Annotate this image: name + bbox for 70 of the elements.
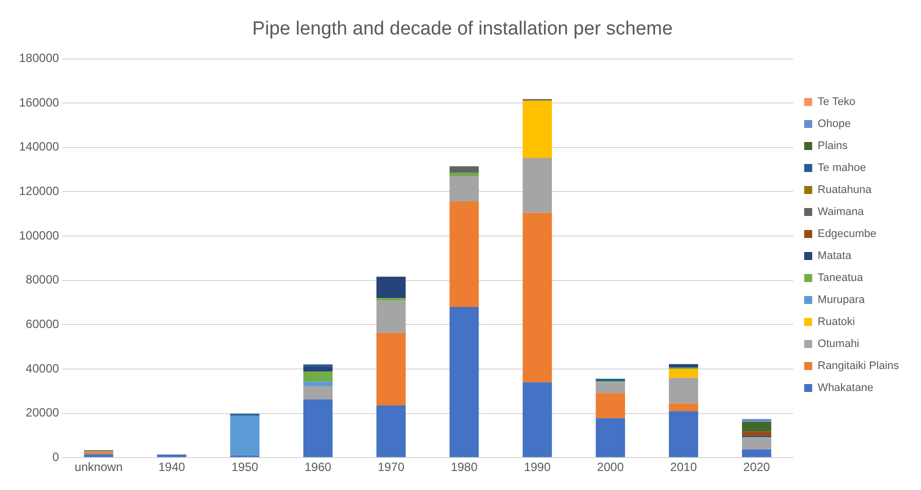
bar	[303, 386, 333, 400]
legend-label: Waimana	[818, 206, 865, 218]
bar	[522, 212, 552, 382]
legend-label: Murupara	[818, 294, 866, 306]
legend-label: Te mahoe	[818, 162, 866, 174]
chart-title: Pipe length and decade of installation per scheme	[252, 18, 673, 40]
bar	[376, 300, 406, 333]
x-tick-label: 1960	[304, 460, 332, 474]
y-tick-label: 180000	[18, 51, 60, 66]
bar	[522, 100, 552, 158]
bar	[450, 201, 479, 307]
bar	[522, 158, 552, 213]
x-tick-label: 1980	[450, 460, 478, 474]
bar	[596, 393, 626, 418]
bar	[596, 382, 626, 394]
x-tick-label: unknown	[74, 460, 123, 474]
y-tick-label: 80000	[26, 272, 60, 287]
bar	[742, 449, 772, 458]
legend-label: Ruatahuna	[818, 184, 872, 196]
bar	[230, 416, 260, 456]
legend-label: Whakatane	[818, 382, 874, 394]
bar	[376, 332, 406, 406]
legend-label: Te Teko	[818, 96, 856, 108]
bar	[596, 418, 626, 458]
bar	[376, 298, 406, 301]
x-tick-label: 1990	[524, 460, 551, 474]
x-tick-label: 1970	[378, 460, 405, 474]
y-tick-label: 100000	[18, 228, 60, 242]
legend-label: Edgecumbe	[818, 228, 876, 240]
bar	[450, 166, 479, 173]
bar	[668, 403, 698, 412]
x-tick-label: 2010	[670, 460, 698, 474]
legend-label: Matata	[818, 250, 852, 262]
y-tick-label: 140000	[18, 140, 60, 154]
bar	[596, 378, 626, 382]
bar	[742, 419, 772, 422]
legend-label: Ruatoki	[818, 316, 855, 328]
x-tick-label: 1950	[231, 460, 258, 474]
bar	[303, 399, 333, 458]
bar	[668, 368, 698, 378]
y-tick-label: 120000	[18, 184, 60, 198]
bar	[450, 306, 479, 458]
bar	[303, 382, 333, 386]
bar	[376, 277, 406, 298]
x-tick-label: 2020	[743, 460, 770, 474]
legend-label: Taneatua	[818, 272, 864, 284]
bar	[668, 364, 698, 368]
bar	[157, 454, 186, 458]
y-tick-label: 0	[52, 450, 60, 464]
bar	[742, 432, 772, 436]
bar	[376, 406, 406, 458]
bar	[522, 382, 552, 458]
y-tick-label: 40000	[26, 361, 60, 376]
bar	[303, 366, 333, 372]
legend-label: Plains	[818, 140, 848, 152]
y-tick-label: 20000	[26, 406, 60, 420]
bar	[668, 411, 698, 458]
bar	[742, 437, 772, 450]
x-tick-label: 2000	[597, 460, 624, 474]
y-tick-label: 60000	[26, 316, 60, 331]
legend-label: Ohope	[818, 118, 851, 130]
x-tick-label: 1940	[158, 460, 186, 474]
bar	[450, 176, 479, 202]
bar	[450, 172, 479, 176]
y-tick-label: 160000	[18, 95, 60, 110]
legend-label: Otumahi	[818, 338, 860, 350]
bar	[742, 422, 772, 432]
bar	[303, 372, 333, 382]
legend-label: Rangitaiki Plains	[818, 360, 900, 372]
bar	[668, 378, 698, 404]
